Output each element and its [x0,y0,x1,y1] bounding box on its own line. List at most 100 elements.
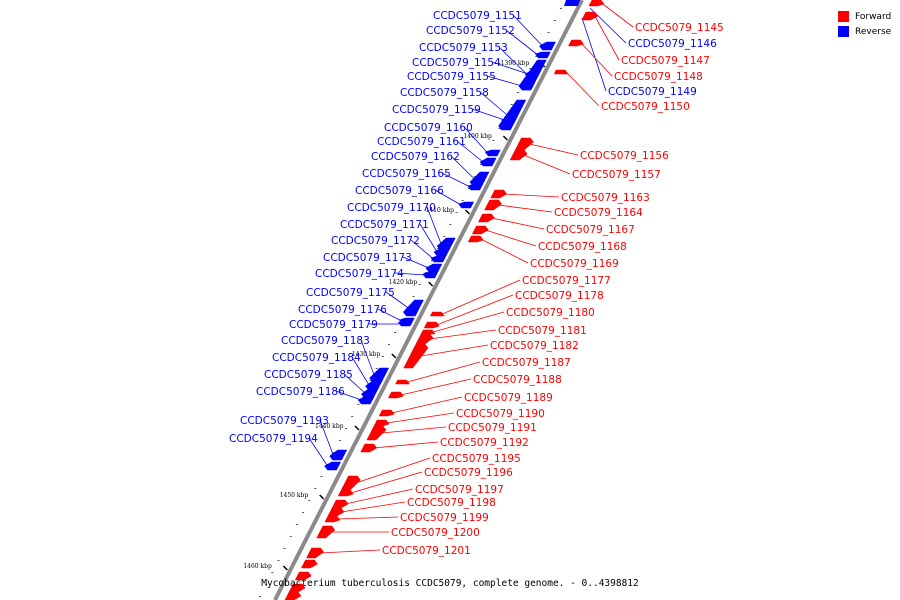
forward-gene-leader [491,217,545,230]
forward-gene-block [327,507,345,517]
forward-swatch [838,11,849,22]
reverse-gene-label: CCDC5079_1171 [340,219,429,231]
minor-tick [412,296,415,297]
minor-tick [289,536,292,537]
forward-gene-leader [523,154,571,175]
forward-gene-block [423,321,440,329]
forward-gene-label: CCDC5079_1178 [515,290,604,302]
reverse-gene-leader [385,291,409,309]
reverse-gene-label: CCDC5079_1166 [355,185,444,197]
reverse-gene-label: CCDC5079_1155 [407,71,496,83]
reverse-gene-leader [335,390,362,401]
forward-gene-block [288,583,306,593]
forward-gene-leader [345,488,414,505]
reverse-gene-block [397,321,413,327]
reverse-gene-label: CCDC5079_1165 [362,168,451,180]
forward-gene-label: CCDC5079_1157 [572,169,661,181]
forward-gene-label: CCDC5079_1145 [635,22,724,34]
forward-gene-leader [433,311,505,333]
minor-tick [259,596,262,597]
reverse-gene-label: CCDC5079_1160 [384,122,473,134]
forward-gene-block [306,547,324,559]
reverse-gene-label: CCDC5079_1153 [419,42,508,54]
reverse-gene-leader [360,339,375,376]
minor-tick [480,164,483,165]
reverse-gene-label: CCDC5079_1161 [377,136,466,148]
reverse-gene-block [467,183,484,191]
reverse-gene-leader [456,140,484,163]
reverse-gene-block [539,41,556,51]
forward-gene-leader [565,71,600,107]
forward-gene-block [360,443,378,453]
reverse-gene-label: CCDC5079_1152 [426,25,515,37]
minor-tick [455,212,458,213]
forward-gene-block [490,189,508,199]
reverse-gene-leader [450,155,475,180]
tick-label: 1450 kbp [280,492,309,499]
forward-gene-leader [498,204,553,213]
reverse-gene-leader [351,356,370,386]
reverse-gene-leader [402,256,430,269]
reverse-gene-label: CCDC5079_1175 [306,287,395,299]
tick-label: 1460 kbp [243,563,272,570]
reverse-gene-label: CCDC5079_1159 [392,104,481,116]
legend-item-forward: Forward [838,9,891,24]
forward-gene-leader [442,279,521,315]
minor-tick [357,404,360,405]
minor-tick [369,380,372,381]
reverse-gene-label: CCDC5079_1174 [315,268,404,280]
reverse-gene-label: CCDC5079_1185 [264,369,353,381]
forward-gene-leader [320,549,381,554]
reverse-gene-block [402,299,424,317]
reverse-gene-label: CCDC5079_1162 [371,151,460,163]
forward-gene-label: CCDC5079_1167 [546,224,635,236]
reverse-gene-label: CCDC5079_1179 [289,319,378,331]
forward-gene-label: CCDC5079_1169 [530,258,619,270]
reverse-gene-label: CCDC5079_1149 [608,86,697,98]
reverse-gene-leader [463,126,489,154]
minor-tick [547,32,550,33]
minor-tick [553,20,556,21]
forward-gene-block [420,329,436,335]
forward-gene-label: CCDC5079_1195 [432,453,521,465]
forward-gene-label: CCDC5079_1190 [456,408,545,420]
reverse-gene-label: CCDC5079_1151 [433,10,522,22]
reverse-gene-leader [419,223,438,253]
minor-tick [345,428,348,429]
reverse-gene-label: CCDC5079_1186 [256,386,345,398]
reverse-gene-block [433,247,451,257]
forward-gene-block [378,409,395,417]
forward-gene-block [471,225,489,235]
minor-tick [283,548,286,549]
reverse-gene-block [324,461,342,471]
genome-caption: Mycobacterium tuberculosis CCDC5079, com… [261,578,639,589]
reverse-gene-label: CCDC5079_1173 [323,252,412,264]
reverse-gene-leader [377,308,402,322]
forward-gene-block [395,379,411,385]
legend-label-reverse: Reverse [855,26,892,37]
forward-gene-leader [601,2,634,28]
forward-gene-label: CCDC5079_1198 [407,497,496,509]
minor-tick [277,560,280,561]
forward-gene-block [324,515,341,523]
forward-gene-leader [503,193,560,198]
minor-tick [265,584,268,585]
reverse-gene-label: CCDC5079_1193 [240,415,329,427]
reverse-gene-leader [505,29,539,56]
forward-gene-label: CCDC5079_1187 [482,357,571,369]
forward-gene-leader [594,15,620,61]
minor-tick [498,128,501,129]
reverse-gene-label: CCDC5079_1170 [347,202,436,214]
reverse-gene-leader [486,75,523,87]
forward-gene-label: CCDC5079_1147 [621,55,710,67]
minor-tick [387,344,390,345]
forward-gene-label: CCDC5079_1148 [614,71,703,83]
forward-gene-label: CCDC5079_1164 [554,207,643,219]
forward-gene-block [484,199,503,211]
forward-gene-block [568,39,584,47]
minor-tick [394,332,397,333]
tick-mark [464,209,471,215]
reverse-gene-label: CCDC5079_1158 [400,87,489,99]
forward-gene-block [366,425,387,441]
